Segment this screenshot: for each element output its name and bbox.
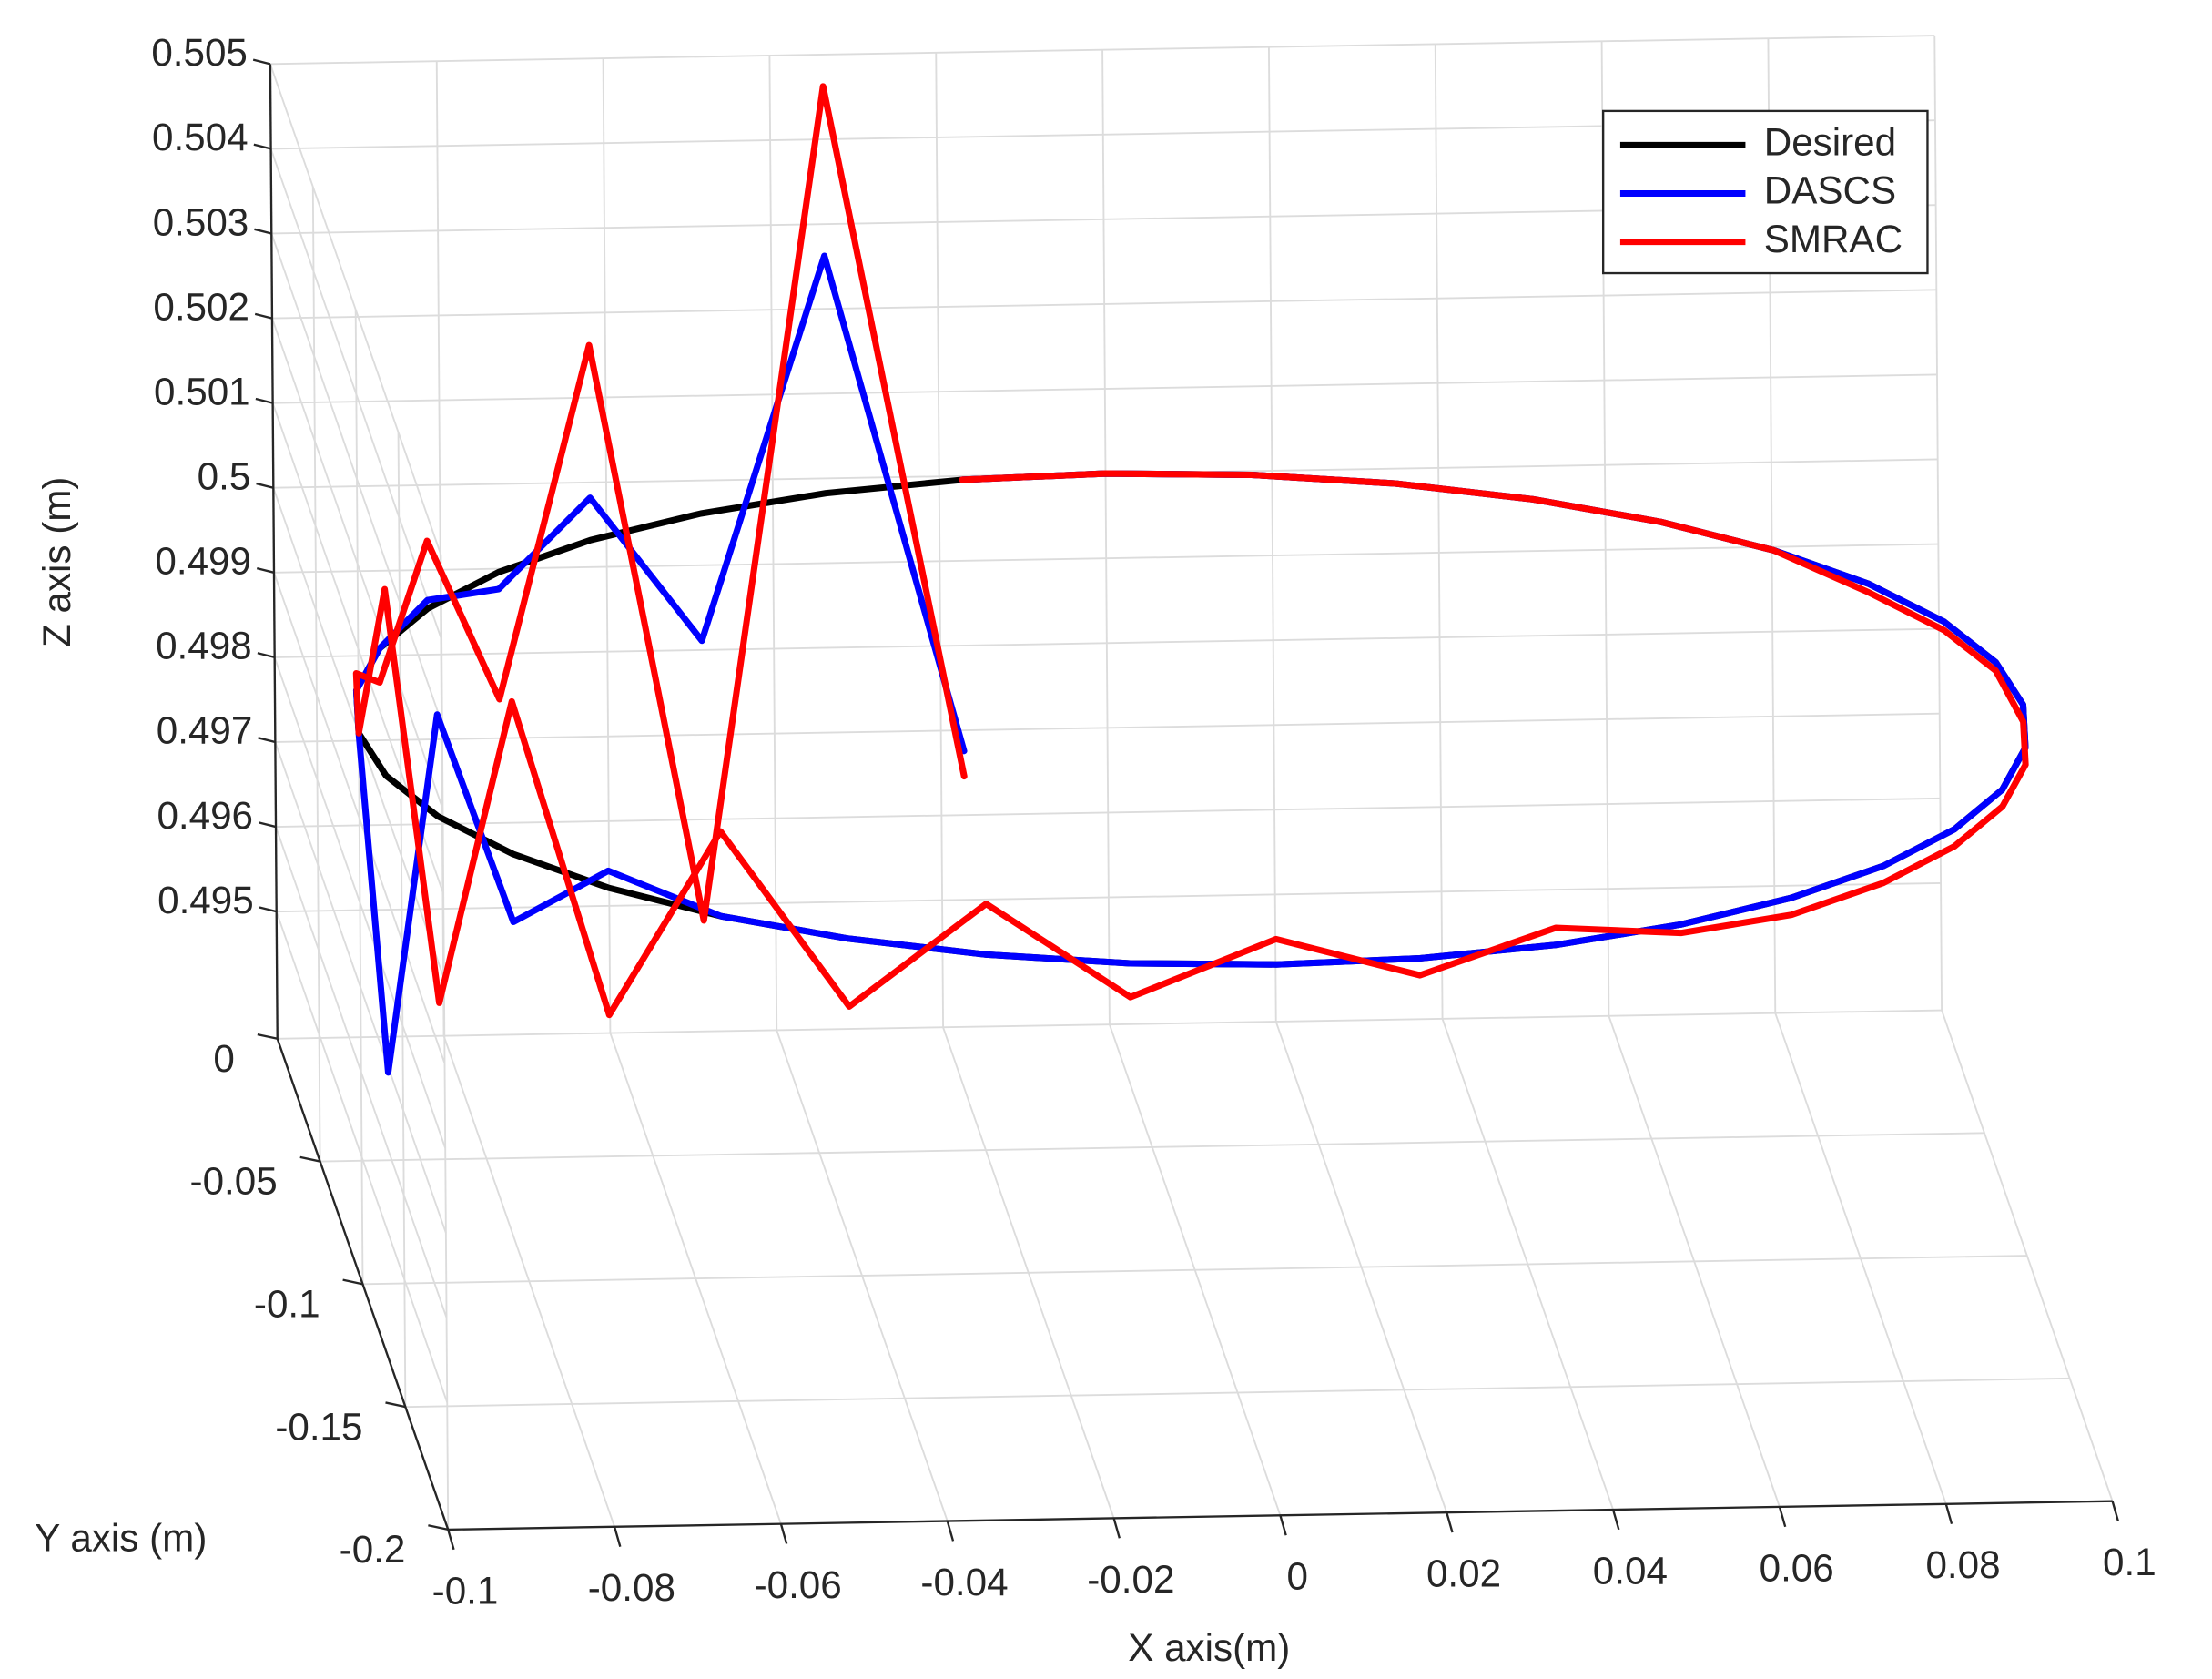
- z-tick-label: 0.498: [156, 625, 252, 667]
- z-tick-label: 0.501: [154, 370, 250, 412]
- grid-line: [273, 572, 446, 1064]
- x-tick: [1112, 1518, 1121, 1539]
- grid-line: [273, 543, 1939, 574]
- grid-line: [311, 187, 321, 1162]
- grid-line: [269, 64, 442, 555]
- grid-line: [275, 712, 1940, 743]
- grid-line: [275, 911, 449, 1403]
- z-tick-label: 0.502: [153, 285, 249, 328]
- grid-line: [397, 432, 407, 1408]
- x-tick-label: 0.1: [2103, 1541, 2156, 1583]
- legend-label: Desired: [1764, 121, 1896, 164]
- x-tick: [1611, 1509, 1620, 1531]
- z-axis-label: Z axis (m): [36, 477, 78, 647]
- grid-line: [271, 318, 444, 810]
- z-tick: [258, 821, 277, 829]
- z-tick: [253, 143, 271, 150]
- grid-line: [269, 148, 443, 640]
- x-tick: [779, 1523, 788, 1544]
- x-tick: [613, 1526, 622, 1547]
- z-tick-label: 0.495: [157, 879, 254, 921]
- grid-line: [320, 1132, 1984, 1163]
- grid-line: [1101, 49, 1111, 1025]
- y-tick: [299, 1155, 320, 1163]
- grid-line: [273, 656, 447, 1149]
- z-axis-line: [269, 64, 279, 1039]
- x-tick: [2111, 1501, 2119, 1521]
- grid-line: [275, 826, 448, 1318]
- y-tick-label: -0.1: [254, 1282, 320, 1325]
- x-tick: [946, 1521, 955, 1542]
- z-tick: [256, 482, 274, 489]
- z-tick-label: 0.504: [152, 116, 249, 158]
- x-tick-label: 0: [1286, 1555, 1307, 1598]
- z-tick: [259, 906, 277, 913]
- x-tick: [447, 1529, 455, 1551]
- x-tick: [1944, 1503, 1953, 1524]
- grid-line: [274, 627, 1940, 658]
- grid-line: [935, 52, 945, 1028]
- grid-line: [1933, 36, 1943, 1011]
- grid-line: [270, 233, 443, 725]
- z-tick: [257, 652, 275, 659]
- x-tick-label: -0.04: [920, 1561, 1008, 1603]
- grid-line: [1267, 46, 1277, 1023]
- y-tick: [428, 1524, 449, 1531]
- grid-line: [274, 741, 447, 1234]
- z-tick-label: 0.499: [155, 540, 251, 583]
- grid-line: [1434, 44, 1444, 1019]
- grid-line: [362, 1255, 2027, 1286]
- z-tick-label: 0.505: [151, 31, 248, 74]
- grid-line: [440, 555, 450, 1530]
- z-tick: [256, 566, 275, 574]
- y-tick-label: -0.05: [190, 1160, 278, 1203]
- x-tick-label: -0.02: [1087, 1558, 1174, 1601]
- y-tick-label: -0.2: [340, 1528, 406, 1571]
- z-tick: [255, 397, 273, 404]
- grid-line: [768, 55, 778, 1031]
- z-tick: [252, 58, 271, 66]
- y-tick: [385, 1401, 406, 1409]
- z-tick-label: 0.497: [157, 709, 253, 752]
- grid-line: [276, 881, 1942, 913]
- grid-line: [354, 309, 364, 1285]
- x-tick: [1279, 1514, 1287, 1536]
- x-tick-label: 0.08: [1925, 1543, 2000, 1586]
- x-tick-label: -0.08: [588, 1566, 675, 1609]
- grid-line: [272, 373, 1938, 404]
- y-tick-label: -0.15: [275, 1405, 362, 1448]
- x-tick: [1446, 1511, 1454, 1533]
- z-tick: [258, 737, 276, 744]
- z-tick: [254, 312, 273, 320]
- legend-label: DASCS: [1764, 169, 1896, 212]
- x-tick-label: 0.04: [1593, 1549, 1668, 1592]
- y-tick: [257, 1033, 278, 1040]
- y-axis-label: Y axis (m): [35, 1517, 207, 1560]
- grid-line: [269, 35, 1935, 66]
- z-tick-label: 0.496: [157, 794, 253, 837]
- x-axis-label: X axis(m): [1128, 1626, 1290, 1669]
- grid-line: [405, 1377, 2070, 1409]
- x-tick-label: 0.02: [1426, 1552, 1501, 1595]
- z-tick-label: 0.503: [153, 200, 249, 243]
- z-tick-label: 0.5: [198, 455, 251, 498]
- z-tick: [254, 228, 272, 235]
- grid-line: [271, 289, 1937, 320]
- x-tick-label: -0.1: [432, 1569, 499, 1612]
- legend-label: SMRAC: [1764, 218, 1903, 260]
- x-tick-label: -0.06: [755, 1563, 842, 1606]
- grid-line: [277, 1009, 1943, 1040]
- grid-line: [276, 797, 1941, 829]
- x-tick: [1778, 1506, 1787, 1528]
- y-tick: [342, 1278, 363, 1286]
- series-line: [352, 83, 2029, 1019]
- y-tick-label: 0: [213, 1037, 234, 1080]
- x-tick-label: 0.06: [1760, 1546, 1834, 1589]
